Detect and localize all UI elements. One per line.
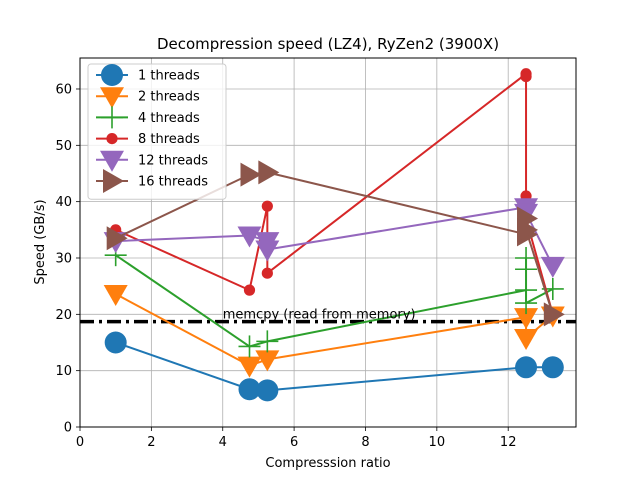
x-axis-label: Compresssion ratio (265, 456, 390, 471)
series-point (520, 70, 532, 83)
legend-box (87, 63, 227, 200)
legend-entry: 1 threads (96, 64, 200, 86)
legend-label: 4 threads (138, 111, 200, 126)
series-point (256, 330, 279, 353)
legend-entry: 16 threads (96, 169, 208, 193)
legend-swatch-marker (100, 150, 124, 172)
plot-frame (79, 57, 577, 428)
series-point (237, 226, 262, 248)
legend-entry: 8 threads (96, 132, 200, 147)
legend-label: 12 threads (138, 153, 208, 168)
series-point (255, 350, 280, 372)
legend-label: 16 threads (138, 175, 208, 190)
legend: 1 threads 2 threads 4 threads 8 threads 12 t… (87, 63, 227, 200)
y-tick-label: 60 (55, 82, 72, 97)
legend-label: 2 threads (138, 90, 200, 105)
series-point (514, 328, 539, 350)
series-point (256, 379, 279, 402)
legend-entry: 12 threads (96, 150, 208, 172)
series-point (104, 331, 127, 354)
series-point (237, 356, 262, 378)
series-point (515, 292, 538, 315)
y-axis-label: Speed (GB/s) (33, 199, 48, 284)
series-point (261, 200, 273, 212)
x-tick-label: 4 (219, 435, 227, 450)
series-point (543, 302, 565, 327)
legend-swatch-marker (103, 169, 124, 193)
legend-label: 1 threads (138, 69, 200, 84)
series-point (106, 226, 128, 251)
y-tick-label: 30 (55, 251, 72, 266)
series-point (540, 256, 565, 278)
ticks: 0 2 4 6 8 10 12 0 10 20 30 40 50 60 (55, 82, 516, 450)
y-tick-label: 0 (64, 421, 72, 436)
series-point (258, 160, 280, 185)
series-3 (104, 244, 564, 358)
y-tick-label: 40 (55, 195, 72, 210)
series-point (541, 356, 564, 379)
series-point (243, 284, 256, 296)
series-point (238, 378, 261, 401)
legend-swatch-marker (101, 64, 123, 86)
x-tick-label: 10 (429, 435, 446, 450)
x-tick-label: 0 (76, 435, 84, 450)
legend-entry: 4 threads (96, 106, 200, 129)
series-point (240, 162, 262, 187)
series-point (514, 308, 539, 330)
series-1 (104, 331, 564, 402)
y-tick-label: 20 (55, 308, 72, 323)
series-point (515, 356, 538, 379)
series-point (515, 258, 538, 281)
series-point (261, 267, 273, 279)
legend-swatch-marker (106, 133, 118, 145)
series-point (255, 240, 280, 262)
x-tick-label: 12 (500, 435, 517, 450)
series-6 (106, 160, 565, 327)
series-point (103, 285, 128, 307)
series-point (517, 217, 539, 242)
series-layer (103, 68, 565, 402)
y-tick-label: 50 (55, 139, 72, 154)
legend-swatch-marker (100, 87, 124, 109)
series-point (238, 335, 261, 358)
x-tick-label: 6 (290, 435, 298, 450)
legend-swatch-marker (101, 106, 123, 129)
legend-label: 8 threads (138, 132, 200, 147)
reference-line-label: memcpy (read from memory) (223, 308, 416, 323)
y-tick-label: 10 (55, 364, 72, 379)
x-tick-label: 8 (361, 435, 369, 450)
chart-title: Decompression speed (LZ4), RyZen2 (3900X… (157, 35, 499, 53)
x-tick-label: 2 (147, 435, 155, 450)
legend-entry: 2 threads (96, 87, 200, 109)
